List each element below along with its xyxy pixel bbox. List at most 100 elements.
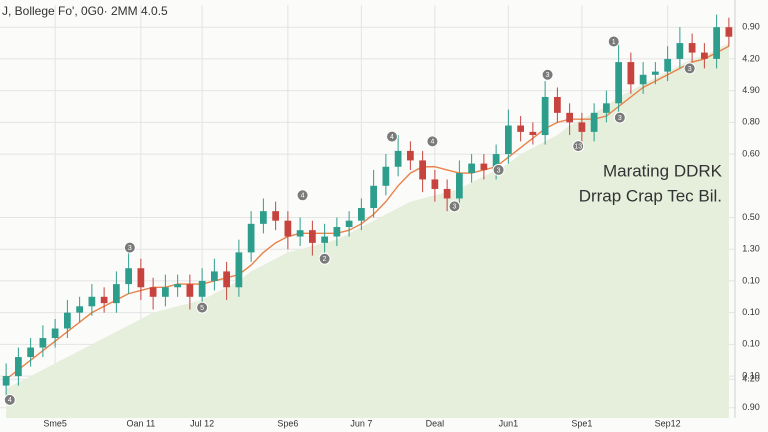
marker-label: 3 — [546, 72, 550, 79]
candle-body — [113, 284, 120, 304]
y-tick-label: 0.10 — [742, 370, 760, 380]
x-tick-label: Spe6 — [277, 418, 298, 428]
y-tick-label: 0.60 — [742, 148, 760, 158]
candle-body — [652, 71, 659, 75]
marker — [196, 301, 209, 314]
candle-body — [309, 230, 316, 243]
candle-body — [505, 125, 512, 155]
candle-body — [15, 357, 22, 377]
candle-body — [590, 112, 598, 132]
x-tick-label: Jun1 — [499, 418, 519, 428]
candle-body — [370, 185, 377, 208]
candle-body — [51, 328, 59, 339]
marker — [318, 252, 331, 265]
marker — [572, 140, 585, 153]
candle-body — [27, 347, 34, 358]
candle-body — [615, 62, 622, 104]
candle-body — [676, 43, 684, 59]
candle-body — [174, 284, 181, 288]
marker-label: 13 — [574, 143, 582, 150]
candle-body — [2, 376, 10, 386]
candle-body — [492, 154, 500, 170]
area — [6, 43, 729, 419]
annotation: Drrap Crap Tec Bil. — [579, 186, 722, 205]
marker-label: 3 — [618, 115, 622, 122]
marker-label: 4 — [301, 193, 305, 200]
area-layer — [6, 43, 729, 419]
y-tick-label: 4.20 — [742, 53, 760, 63]
candle-body — [468, 163, 475, 174]
candle-body — [419, 160, 426, 180]
y-tick-label: 0.50 — [742, 212, 760, 222]
marker-label: 3 — [453, 204, 457, 211]
candle-body — [235, 252, 243, 288]
candle-body — [137, 268, 145, 288]
candle-body — [149, 287, 157, 297]
marker — [613, 111, 626, 124]
candle-body — [639, 74, 647, 85]
marker-label: 3 — [128, 245, 132, 252]
y-tick-label: 0.90 — [742, 22, 760, 32]
axes: 0.90 4.20 4.90 0.80 0.60 0.50 1.30 0.10 0.10 0.10… — [43, 22, 759, 429]
marker-label: 4 — [8, 397, 12, 404]
candle-body — [39, 338, 47, 348]
candle-body — [480, 163, 488, 170]
candle-body — [88, 296, 96, 307]
candle-body — [554, 96, 561, 113]
marker — [448, 200, 461, 213]
candle-body — [541, 96, 549, 136]
candle-body — [260, 211, 267, 224]
candle-body — [321, 236, 328, 243]
x-tick-label: Sep12 — [655, 418, 681, 428]
marker — [683, 62, 696, 75]
candle-body — [186, 284, 194, 297]
y-tick-label: 4.20 — [742, 374, 760, 384]
x-tick-label: Deal — [426, 418, 445, 428]
chart-title: J, Bollege Fo', 0G0· 2MM 4.0.5 — [2, 4, 168, 18]
y-tick-label: 0.90 — [742, 402, 760, 412]
x-tick-label: Sme5 — [43, 418, 67, 428]
marker — [296, 189, 309, 202]
candle-body — [198, 280, 206, 297]
y-tick-label: 1.30 — [742, 244, 760, 254]
marker-label: 4 — [390, 134, 394, 141]
marker-label: 1 — [612, 39, 616, 46]
y-tick-label: 4.90 — [742, 85, 760, 95]
candle-body — [443, 188, 451, 199]
candle-body — [713, 27, 720, 59]
candle-body — [456, 173, 463, 199]
annotation: Marating DDRK — [603, 161, 723, 180]
marker-label: 2 — [323, 256, 327, 263]
candle-body — [517, 125, 524, 132]
candle-body — [358, 207, 365, 221]
candle-body — [578, 122, 586, 132]
candle-body — [529, 131, 537, 136]
candle-body — [296, 230, 304, 237]
marker — [3, 393, 16, 406]
candles — [2, 14, 733, 399]
candle-body — [431, 179, 439, 189]
x-tick-label: Oan 11 — [126, 418, 155, 428]
candle-body — [725, 27, 733, 37]
x-tick-label: Spe1 — [571, 418, 592, 428]
candle-body — [76, 306, 83, 313]
candle-body — [223, 271, 230, 288]
marker — [426, 135, 439, 148]
candle-body — [64, 312, 71, 329]
marker — [607, 35, 620, 48]
marker — [386, 130, 398, 143]
candle-body — [211, 271, 218, 281]
candle-body — [125, 268, 132, 285]
y-tick-label: 0.10 — [742, 275, 760, 285]
candle-body — [603, 103, 610, 113]
moving-average — [5, 45, 730, 380]
marker — [541, 68, 554, 81]
candle-body — [394, 150, 402, 167]
candle-body — [100, 296, 108, 304]
candle-body — [162, 287, 169, 297]
marker-label: 3 — [497, 167, 501, 174]
candle-body — [382, 166, 390, 186]
x-tick-label: Jun 7 — [350, 418, 372, 428]
candle-body — [272, 211, 279, 221]
